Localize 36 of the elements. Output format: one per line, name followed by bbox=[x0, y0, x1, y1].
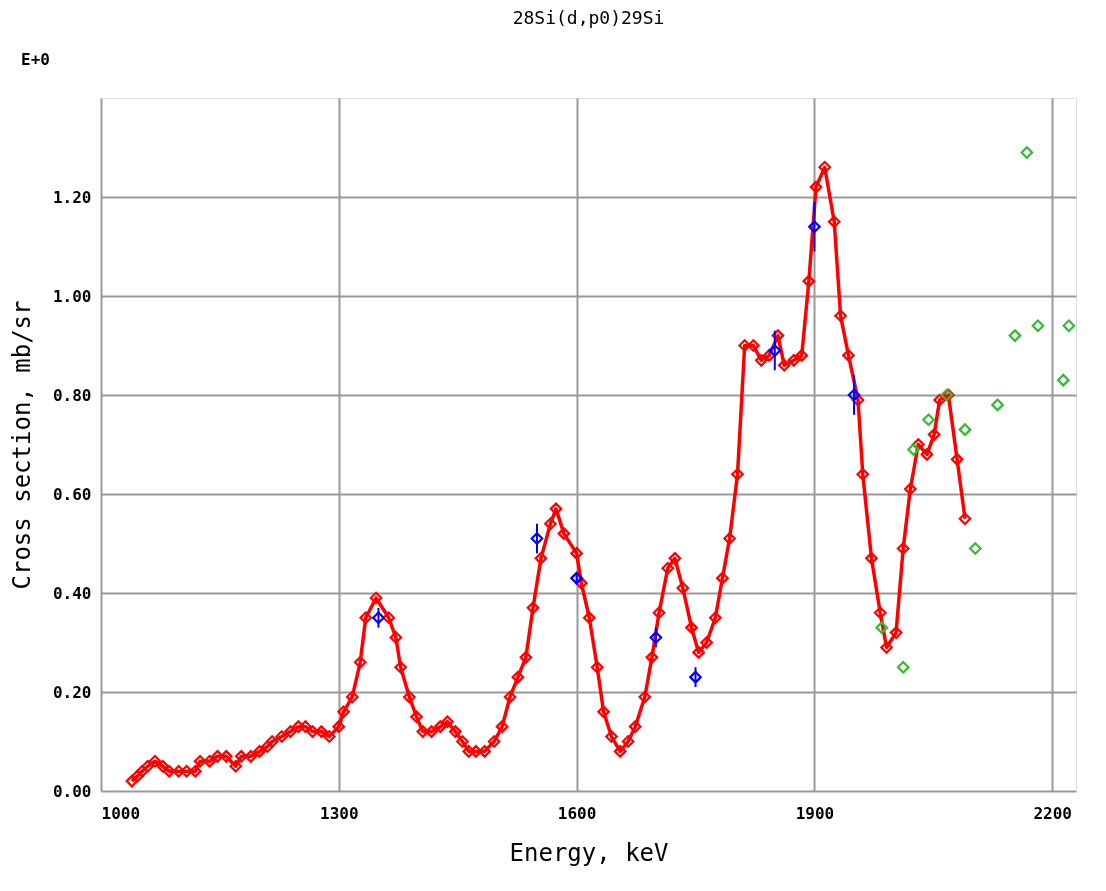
point bbox=[1062, 319, 1076, 333]
point bbox=[847, 388, 861, 402]
y-tick-label: 0.40 bbox=[52, 583, 92, 603]
point bbox=[991, 398, 1004, 412]
y-tick-label: 0.00 bbox=[52, 781, 92, 801]
point bbox=[875, 621, 889, 634]
point bbox=[372, 611, 385, 625]
chart-title: 28Si(d,p0)29Si bbox=[512, 7, 665, 28]
point bbox=[570, 571, 583, 585]
point bbox=[1031, 319, 1045, 333]
point bbox=[968, 542, 982, 555]
x-tick-label: 1900 bbox=[795, 803, 835, 823]
y-tick-label: 0.80 bbox=[52, 385, 92, 405]
point bbox=[896, 660, 910, 674]
x-tick-label: 1600 bbox=[557, 803, 597, 823]
y-tick-label: 0.60 bbox=[52, 484, 92, 504]
x-axis-title: Energy, keV bbox=[509, 838, 669, 867]
point bbox=[530, 532, 544, 545]
point bbox=[768, 344, 782, 357]
point bbox=[907, 443, 920, 456]
point bbox=[649, 631, 663, 644]
y-tick-label: 1.00 bbox=[52, 286, 92, 306]
y-axis-title: Cross section, mb/sr bbox=[7, 300, 36, 590]
y-tick-label: 0.20 bbox=[52, 682, 92, 702]
point bbox=[958, 423, 972, 436]
x-tick-label: 2200 bbox=[1033, 803, 1072, 823]
x-tick-label: 1000 bbox=[101, 803, 141, 823]
point bbox=[1008, 329, 1022, 342]
x-tick-label: 1300 bbox=[320, 803, 359, 823]
point bbox=[1020, 146, 1034, 159]
point bbox=[689, 670, 702, 684]
text: E+0 bbox=[21, 50, 50, 69]
point bbox=[922, 413, 935, 427]
point bbox=[1056, 373, 1070, 387]
y-tick-label: 1.20 bbox=[52, 187, 92, 207]
point bbox=[808, 220, 821, 234]
